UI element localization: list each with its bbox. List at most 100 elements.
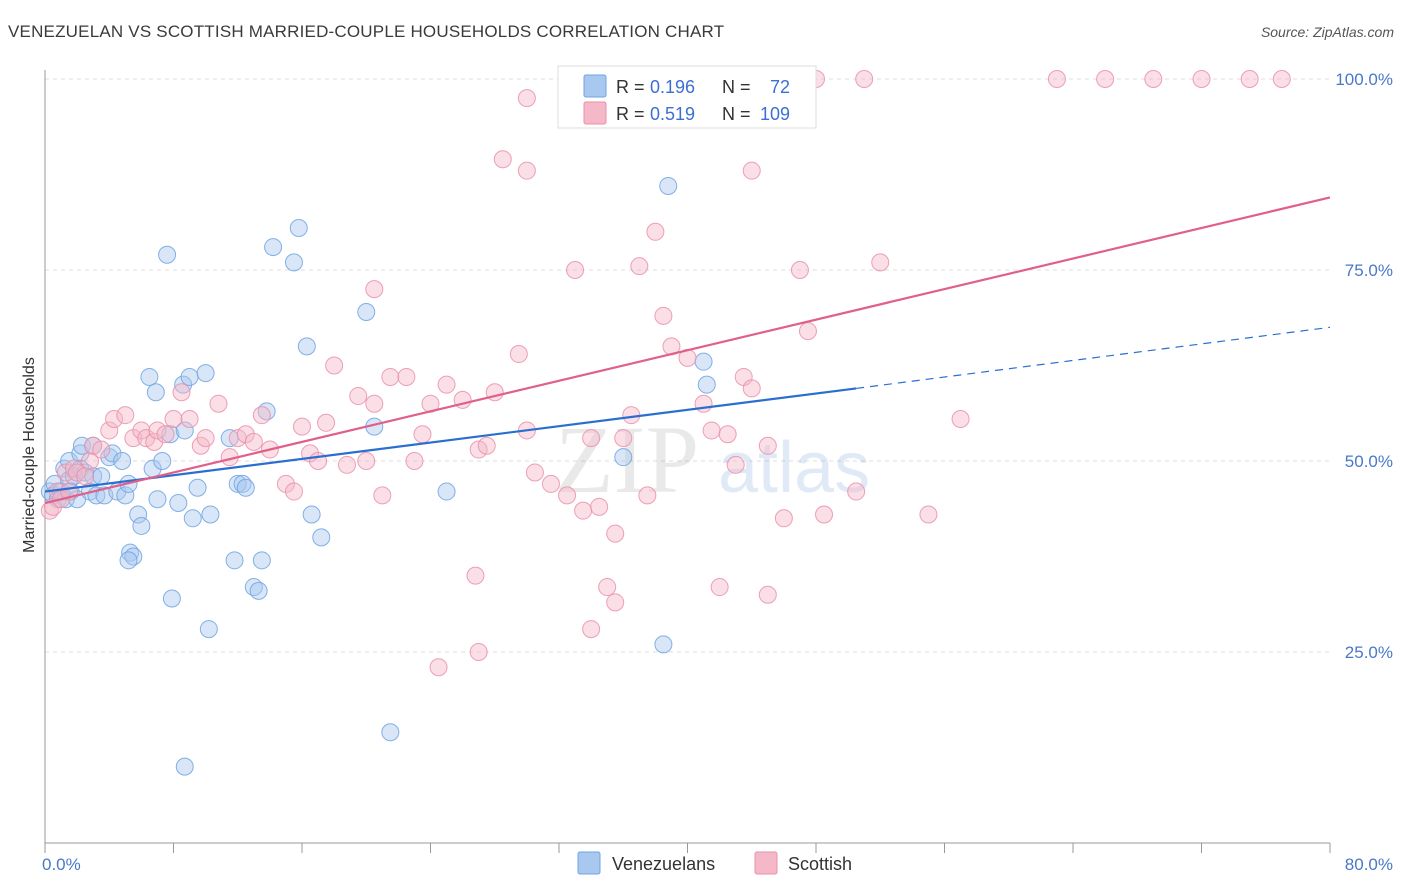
- scottish-point: [638, 486, 657, 505]
- venezuelans-point: [103, 444, 122, 463]
- scottish-point: [630, 257, 649, 276]
- stats-legend: R = 0.196 N = 72 R = 0.519 N = 109: [557, 65, 817, 129]
- scottish-point: [790, 261, 809, 279]
- venezuelans-point: [654, 635, 673, 654]
- scottish-point: [758, 436, 777, 455]
- scottish-point: [582, 429, 601, 448]
- scottish-point: [1096, 70, 1115, 88]
- scottish-point: [365, 394, 384, 413]
- legend-n-label-1: N =: [722, 104, 751, 124]
- scottish-point: [855, 70, 874, 88]
- scottish-point: [742, 161, 761, 180]
- bottom-legend-venezuelans: Venezuelans: [612, 854, 715, 874]
- scottish-point: [517, 89, 536, 108]
- scottish-point: [381, 367, 400, 386]
- venezuelans-point: [225, 551, 244, 570]
- venezuelans-point: [614, 448, 633, 467]
- venezuelans-point: [357, 303, 376, 322]
- scottish-point: [172, 383, 191, 402]
- scottish-point: [413, 425, 432, 444]
- venezuelans-point: [119, 551, 138, 570]
- legend-r-label-1: R =: [616, 104, 645, 124]
- scottish-point: [196, 429, 215, 448]
- scottish-point: [509, 345, 528, 364]
- y-tick-label: 75.0%: [1345, 261, 1393, 280]
- venezuelans-point: [129, 505, 148, 524]
- scottish-point: [164, 409, 183, 428]
- scottish-point: [541, 474, 560, 493]
- scottish-point: [365, 280, 384, 299]
- scottish-point: [871, 253, 890, 272]
- scottish-point: [847, 482, 866, 501]
- venezuelans-point: [183, 509, 202, 528]
- scottish-point: [1192, 70, 1211, 88]
- venezuelans-point: [188, 478, 207, 497]
- venezuelans-point: [158, 245, 177, 264]
- venezuelans-point: [196, 364, 215, 383]
- legend-swatch-venezuelans: [583, 74, 607, 98]
- scottish-points: [40, 70, 1291, 677]
- y-tick-label: 25.0%: [1345, 643, 1393, 662]
- trend-lines: [44, 196, 1331, 505]
- venezuelans-point: [236, 478, 255, 497]
- venezuelans-point: [175, 757, 194, 776]
- venezuelans-points: [40, 176, 716, 776]
- venezuelans-point: [284, 253, 303, 272]
- venezuelans-point: [92, 467, 111, 486]
- legend-r-value-0: 0.196: [650, 77, 695, 97]
- venezuelans-point: [659, 176, 678, 195]
- legend-n-value-1: 109: [760, 104, 790, 124]
- scottish-point: [702, 421, 721, 440]
- scottish-point: [774, 509, 793, 528]
- scottish-point: [558, 486, 577, 505]
- scottish-point: [614, 429, 633, 448]
- scottish-point: [566, 261, 585, 279]
- venezuelans-point: [175, 421, 194, 440]
- venezuelans-point: [162, 589, 181, 608]
- venezuelans-point: [312, 528, 331, 547]
- legend-n-label-0: N =: [722, 77, 751, 97]
- scottish-point: [493, 150, 512, 169]
- scottish-point: [1240, 70, 1259, 88]
- scottish-point: [1144, 70, 1163, 88]
- scottish-point: [284, 482, 303, 501]
- venezuelans-point: [180, 367, 199, 386]
- scottish-point: [525, 463, 544, 482]
- venezuelans-point: [169, 494, 188, 513]
- scottish-point: [606, 524, 625, 543]
- scottish-point: [654, 306, 673, 325]
- scottish-point: [244, 432, 263, 451]
- series-legend: Venezuelans Scottish: [577, 851, 852, 875]
- scottish-point: [815, 505, 834, 524]
- scottish-point: [429, 658, 448, 677]
- venezuelans-point: [199, 620, 218, 639]
- venezuelans-point: [201, 505, 220, 524]
- scottish-point: [209, 394, 228, 413]
- scottish-point: [397, 367, 416, 386]
- scottish-point: [758, 585, 777, 604]
- scottish-point: [252, 406, 271, 425]
- scottish-point: [742, 379, 761, 398]
- venezuelans-point: [146, 383, 165, 402]
- scottish-point: [349, 387, 368, 406]
- scottish-point: [156, 425, 175, 444]
- venezuelans-point: [697, 375, 716, 394]
- scottish-point: [466, 566, 485, 585]
- venezuelans-trend-extension: [856, 326, 1331, 390]
- y-tick-label: 50.0%: [1345, 452, 1393, 471]
- venezuelans-point: [302, 505, 321, 524]
- scottish-point: [919, 505, 938, 524]
- scottish-point: [1047, 70, 1066, 88]
- scottish-point: [710, 578, 729, 597]
- legend-r-value-1: 0.519: [650, 104, 695, 124]
- scottish-point: [1272, 70, 1291, 88]
- scottish-point: [373, 486, 392, 505]
- scottish-trend-line: [44, 196, 1331, 505]
- venezuelans-point: [289, 218, 308, 237]
- venezuelans-point: [249, 581, 268, 600]
- chart-title: VENEZUELAN VS SCOTTISH MARRIED-COUPLE HO…: [8, 22, 725, 41]
- scottish-point: [293, 417, 311, 436]
- venezuelans-point: [132, 516, 151, 535]
- venezuelans-point: [174, 375, 193, 394]
